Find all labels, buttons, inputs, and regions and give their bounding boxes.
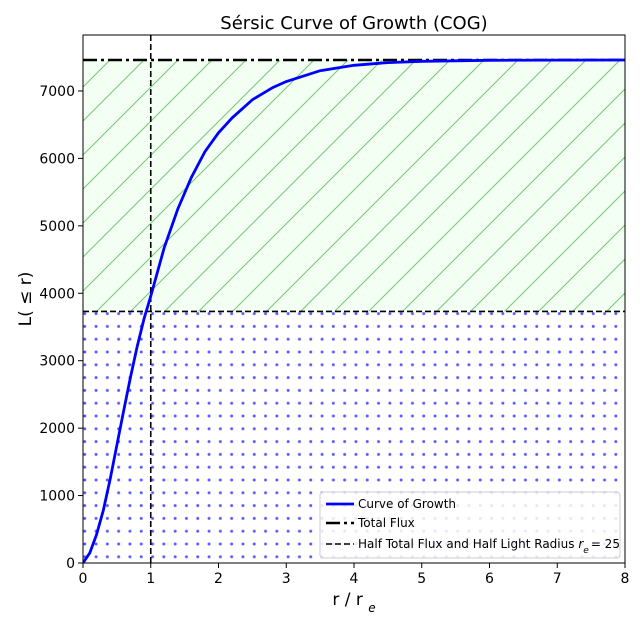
legend-label-total: Total Flux (357, 516, 415, 530)
chart-title: Sérsic Curve of Growth (COG) (220, 13, 487, 34)
x-tick-label: 1 (146, 571, 155, 587)
x-tick-label: 0 (79, 571, 88, 587)
x-tick-label: 6 (485, 571, 494, 587)
x-tick-label: 2 (214, 571, 223, 587)
legend-label-cog: Curve of Growth (358, 497, 456, 511)
y-tick-label: 2000 (39, 421, 75, 437)
y-axis-ticks: 0 1000 2000 3000 4000 5000 6000 7000 (39, 84, 83, 572)
y-axis-label: L( ≤ r) (16, 272, 36, 327)
y-tick-label: 0 (66, 556, 75, 572)
x-axis-ticks: 0 1 2 3 4 5 6 7 8 (79, 563, 630, 587)
x-tick-label: 7 (553, 571, 562, 587)
legend: Curve of Growth Total Flux Half Total Fl… (319, 491, 621, 559)
plot-area (83, 35, 625, 563)
y-tick-label: 5000 (39, 219, 75, 235)
y-tick-label: 4000 (39, 286, 75, 302)
x-axis-label: r / r e (332, 590, 375, 615)
fill-above-half-flux (83, 59, 625, 312)
legend-box (319, 491, 621, 559)
x-tick-label: 8 (621, 571, 630, 587)
y-tick-label: 1000 (39, 489, 75, 505)
curve-of-growth-line (83, 58, 625, 563)
y-tick-label: 6000 (39, 151, 75, 167)
x-tick-label: 3 (282, 571, 291, 587)
y-tick-label: 7000 (39, 84, 75, 100)
x-tick-label: 5 (417, 571, 426, 587)
legend-label-half: Half Total Flux and Half Light Radius re… (358, 537, 620, 556)
y-tick-label: 3000 (39, 354, 75, 370)
x-tick-label: 4 (350, 571, 359, 587)
